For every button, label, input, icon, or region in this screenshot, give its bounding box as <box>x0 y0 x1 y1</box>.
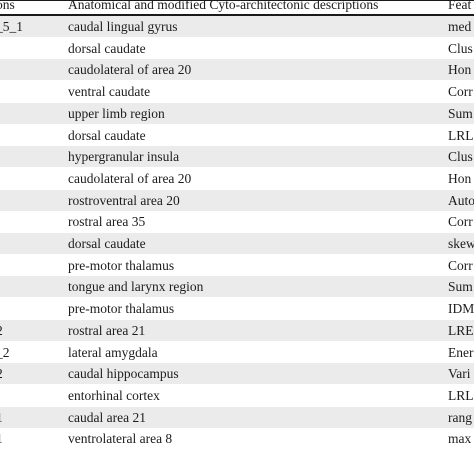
table-row: dorsal caudate LRL <box>0 125 474 146</box>
cell-feature: Hon <box>448 170 472 186</box>
table-row: hypergranular insula Clus <box>0 146 474 168</box>
cell-description: entorhinal cortex <box>68 387 160 403</box>
cell-region <box>0 38 62 59</box>
cell-description: caudal lingual gyrus <box>68 19 178 34</box>
cell-region <box>0 298 62 319</box>
table-row: upper limb region Sum <box>0 102 474 124</box>
cell-description: caudal hippocampus <box>68 366 179 382</box>
cell-feature: Corr <box>448 214 473 230</box>
cell-description: dorsal caudate <box>68 236 146 251</box>
cell-region <box>0 146 62 167</box>
header-features: Feat <box>448 0 472 12</box>
cell-description: caudolateral of area 20 <box>68 62 192 78</box>
cell-feature: Ener <box>448 344 474 360</box>
table-row: -entorhinal cortex LRL <box>0 385 474 406</box>
cell-region <box>0 168 62 189</box>
cell-region: - <box>0 385 62 406</box>
cell-feature: skew <box>448 236 474 251</box>
cell-description: tongue and larynx region <box>68 279 204 295</box>
cell-feature: Clus <box>448 40 473 56</box>
cell-feature: med <box>448 19 472 34</box>
table-row: 1 ventrolateral area 8 max <box>0 428 474 449</box>
cell-region: 1 <box>0 428 62 449</box>
table-row: dorsal caudate Clus <box>0 38 474 59</box>
cell-description: rostral area 21 <box>68 322 146 338</box>
cell-feature: Auto <box>448 192 474 208</box>
cell-feature: Clus <box>448 149 473 165</box>
header-descriptions: Anatomical and modified Cyto-architecton… <box>68 0 379 12</box>
cell-region: 1 <box>0 407 62 428</box>
top-rule <box>0 0 474 1</box>
table-row: rostroventral area 20 Auto <box>0 189 474 211</box>
cell-description: lateral amygdala <box>68 344 158 360</box>
cell-feature: rang <box>448 409 472 425</box>
cell-feature: LRE <box>448 322 474 338</box>
cell-region: 2 <box>0 320 62 341</box>
cell-description: rostral area 35 <box>68 214 146 230</box>
table-row: rostral area 35 Corr <box>0 211 474 232</box>
cell-feature: max <box>448 431 472 447</box>
table-row: _5_1 caudal lingual gyrus med <box>0 16 474 37</box>
cell-description: ventral caudate <box>68 84 151 100</box>
cell-region <box>0 255 62 276</box>
cell-region: _2 <box>0 344 10 360</box>
table-row: caudolateral of area 20 Hon <box>0 59 474 81</box>
cell-region <box>0 211 62 232</box>
cell-description: upper limb region <box>68 105 165 121</box>
cell-feature: Sum <box>448 105 473 121</box>
table-row: 2 caudal hippocampus Vari <box>0 363 474 385</box>
cell-region <box>0 103 62 124</box>
cell-feature: IDM <box>448 301 474 317</box>
cell-description: dorsal caudate <box>68 40 146 56</box>
table-row: ventral caudate Corr <box>0 81 474 102</box>
table-row: dorsal caudate skew <box>0 233 474 254</box>
table-row: 1 caudal area 21 rang <box>0 406 474 428</box>
cell-region: _5_1 <box>0 19 23 34</box>
cell-region <box>0 233 62 254</box>
cell-feature: Sum <box>448 279 473 295</box>
table-header: ons Anatomical and modified Cyto-archite… <box>0 0 474 14</box>
cell-description: dorsal caudate <box>68 127 146 143</box>
cell-description: pre-motor thalamus <box>68 301 175 317</box>
cell-feature: Corr <box>448 257 473 273</box>
cell-description: ventrolateral area 8 <box>68 431 173 447</box>
cell-description: caudal area 21 <box>68 409 146 425</box>
cell-feature: Vari <box>448 366 471 382</box>
cell-feature: LRL <box>448 387 474 403</box>
table-row: 2 rostral area 21 LRE <box>0 319 474 341</box>
header-rule <box>0 14 474 16</box>
cell-description: rostroventral area 20 <box>68 192 180 208</box>
cell-feature: Hon <box>448 62 472 78</box>
table-row: tongue and larynx region Sum <box>0 276 474 298</box>
cell-feature: LRL <box>448 127 474 143</box>
cell-region <box>0 81 62 102</box>
cell-region <box>0 59 62 80</box>
cell-region <box>0 125 62 146</box>
cell-region <box>0 190 62 211</box>
cell-feature: Corr <box>448 84 473 100</box>
cell-description: pre-motor thalamus <box>68 257 175 273</box>
table-row: pre-motor thalamus IDM <box>0 298 474 319</box>
header-regions: ons <box>0 0 15 12</box>
table-row: pre-motor thalamus Corr <box>0 255 474 276</box>
cell-region: 2 <box>0 363 62 384</box>
cell-description: caudolateral of area 20 <box>68 170 192 186</box>
cell-description: hypergranular insula <box>68 149 180 165</box>
table-row: caudolateral of area 20 Hon <box>0 168 474 189</box>
cell-region <box>0 276 62 297</box>
table-row: _2 lateral amygdala Ener <box>0 342 474 363</box>
